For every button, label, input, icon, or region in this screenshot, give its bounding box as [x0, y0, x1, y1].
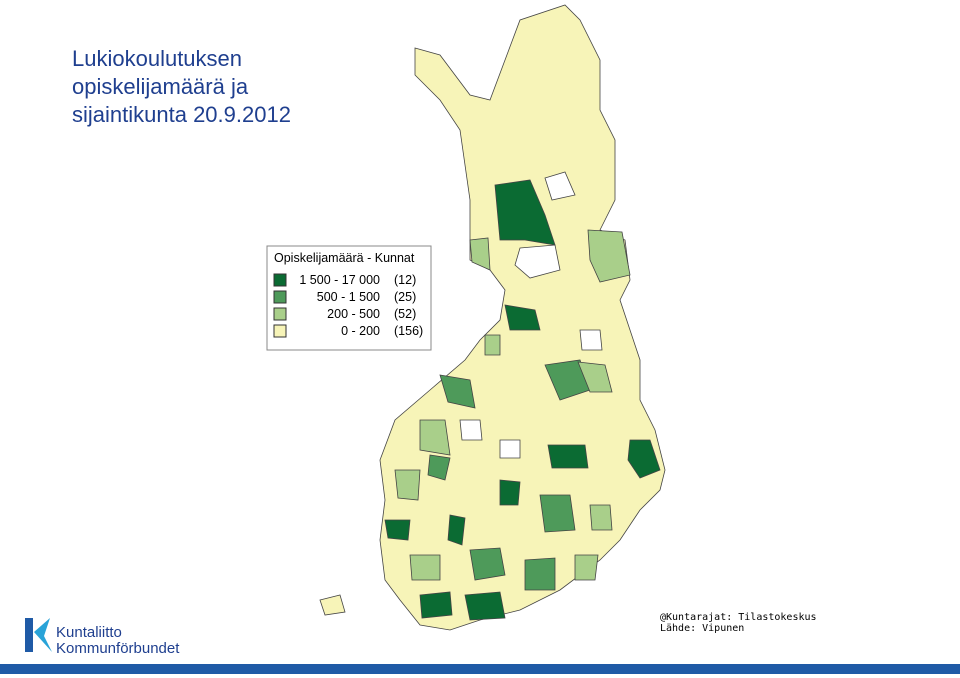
credit: @Kuntarajat: Tilastokeskus [660, 612, 817, 623]
map [319, 4, 666, 631]
legend-swatch [273, 307, 287, 321]
title-line: sijaintikunta 20.9.2012 [72, 102, 291, 127]
logo-text: Kommunförbundet [56, 640, 180, 657]
title-line: Lukiokoulutuksen [72, 46, 242, 71]
legend-swatch [273, 324, 287, 338]
legend-range: 1 500 - 17 000 [299, 273, 380, 287]
legend-box [266, 245, 432, 351]
legend-range: 0 - 200 [341, 324, 380, 338]
legend-count: (52) [394, 307, 416, 321]
legend-count: (156) [394, 324, 423, 338]
legend-range: 200 - 500 [327, 307, 380, 321]
legend: Opiskelijamäärä - Kunnat 1 500 - 17 000 (… [266, 245, 432, 351]
logo: Kuntaliitto Kommunförbundet [25, 618, 180, 657]
credit: Lähde: Vipunen [660, 623, 744, 634]
legend-swatch [273, 290, 287, 304]
title-line: opiskelijamäärä ja [72, 74, 249, 99]
legend-title: Opiskelijamäärä - Kunnat [274, 251, 415, 265]
legend-swatch [273, 273, 287, 287]
legend-count: (25) [394, 290, 416, 304]
logo-text: Kuntaliitto [56, 624, 122, 641]
legend-count: (12) [394, 273, 416, 287]
legend-range: 500 - 1 500 [317, 290, 380, 304]
footer-bar [0, 664, 960, 674]
